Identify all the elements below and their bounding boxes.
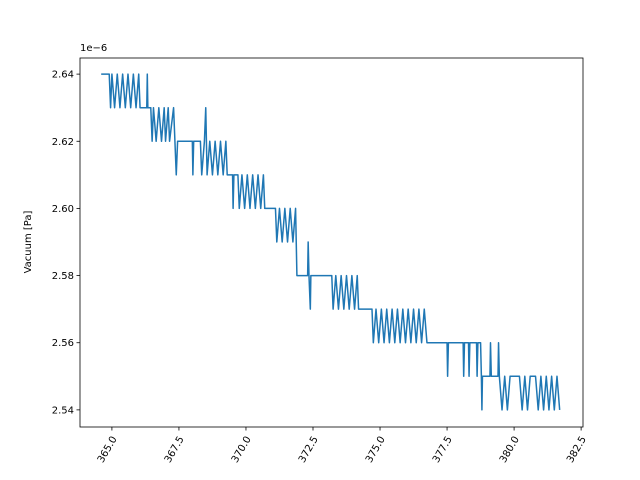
y-tick-label: 2.54	[52, 405, 74, 416]
y-offset-label: 1e−6	[80, 43, 107, 54]
data-line	[101, 73, 561, 411]
y-tick-label: 2.60	[52, 204, 74, 215]
y-tick-label: 2.58	[52, 271, 74, 282]
y-tick-label: 2.56	[52, 338, 74, 349]
y-tick-label: 2.62	[52, 137, 74, 148]
plot-frame	[79, 57, 584, 428]
y-axis-label: Vacuum [Pa]	[23, 211, 34, 274]
y-tick-label: 2.64	[52, 70, 74, 81]
